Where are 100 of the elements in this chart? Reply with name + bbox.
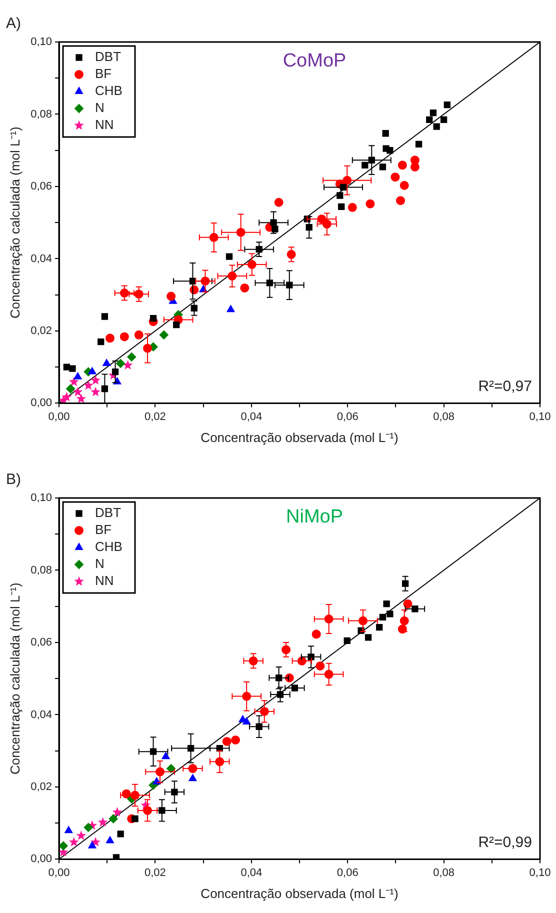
point: [312, 630, 321, 639]
x-tick-label: 0,08: [433, 410, 455, 423]
point: [102, 358, 111, 366]
point: [166, 292, 176, 301]
point: [383, 600, 390, 608]
text: A): [6, 15, 22, 32]
point: [101, 313, 108, 320]
legend-label: CHB: [95, 539, 122, 554]
point: [390, 172, 400, 182]
point: [166, 764, 176, 774]
point: [364, 634, 372, 641]
point: [98, 338, 104, 346]
point: [336, 192, 344, 199]
point: [222, 736, 232, 746]
point: [76, 830, 86, 840]
point: [415, 140, 422, 148]
legend-label: N: [95, 556, 104, 572]
point: [90, 386, 101, 396]
point: [83, 380, 94, 390]
point: [403, 599, 412, 608]
point: [59, 841, 68, 850]
point: [376, 624, 383, 631]
y-tick-label: 0,02: [30, 324, 52, 337]
point: [400, 180, 409, 190]
point: [72, 386, 83, 396]
point: [386, 147, 394, 154]
point: [433, 123, 440, 130]
point: [226, 305, 235, 312]
point: [440, 116, 448, 123]
y-tick-label: 0,10: [30, 36, 52, 48]
y-axis-title: Concentração calculada (mol L⁻¹): [7, 582, 22, 775]
point: [366, 199, 375, 208]
point: [66, 384, 76, 394]
legend-label: DBT: [95, 49, 122, 64]
point: [379, 164, 386, 170]
point: [173, 321, 180, 328]
x-tick-label: 0,10: [529, 410, 551, 423]
x-tick-label: 0,04: [240, 866, 262, 879]
point: [68, 376, 79, 386]
legend-label: NN: [95, 573, 114, 588]
point: [90, 375, 101, 385]
x-axis-title: Concentração observada (mol L⁻¹): [200, 886, 398, 901]
point: [344, 637, 350, 644]
point: [226, 253, 233, 260]
point: [84, 822, 93, 832]
point: [127, 352, 136, 362]
x-tick-label: 0,06: [336, 410, 358, 423]
y-tick-label: 0,00: [30, 397, 52, 410]
y-tick-label: 0,04: [30, 708, 52, 721]
y-tick-label: 0,08: [30, 108, 52, 120]
point: [68, 837, 79, 846]
point: [106, 836, 114, 844]
annotation: R²=0,99: [478, 834, 532, 852]
point: [88, 367, 96, 374]
point: [98, 817, 108, 827]
point: [120, 332, 129, 342]
point: [112, 807, 122, 816]
text: B): [6, 471, 22, 488]
point: [362, 162, 368, 168]
point: [338, 203, 345, 210]
point: [291, 684, 298, 692]
point: [122, 360, 133, 370]
x-axis-title: Concentração observada (mol L⁻¹): [200, 430, 398, 445]
point: [117, 830, 124, 838]
point: [105, 334, 114, 343]
point: [382, 130, 389, 137]
point: [116, 358, 126, 368]
annotation: R²=0,97: [478, 378, 532, 396]
point: [76, 394, 86, 404]
point: [162, 752, 170, 760]
point: [64, 826, 73, 834]
y-tick-label: 0,08: [30, 564, 52, 576]
y-tick-label: 0,02: [30, 780, 52, 793]
point: [74, 372, 82, 380]
x-tick-label: 0,02: [144, 866, 166, 879]
y-tick-label: 0,06: [30, 180, 52, 193]
x-tick-label: 0,06: [336, 866, 358, 879]
x-tick-label: 0,02: [144, 410, 166, 423]
point: [240, 283, 250, 292]
point: [188, 774, 197, 782]
point: [69, 365, 76, 372]
legend-label: CHB: [95, 83, 122, 98]
legend-label: BF: [95, 66, 112, 82]
point: [396, 196, 406, 206]
point: [348, 202, 357, 212]
x-tick-label: 0,00: [48, 866, 70, 879]
point: [132, 815, 138, 822]
point: [150, 314, 157, 322]
point: [316, 661, 325, 670]
legend-label: BF: [95, 522, 112, 538]
x-tick-label: 0,08: [433, 866, 455, 879]
point: [426, 116, 433, 123]
point: [159, 330, 168, 340]
x-tick-label: 0,00: [48, 410, 70, 423]
y-tick-label: 0,04: [30, 252, 52, 265]
x-tick-label: 0,10: [529, 866, 551, 879]
legend-label: NN: [95, 117, 114, 132]
point: [134, 330, 144, 340]
y-axis-title: Concentração calculada (mol L⁻¹): [7, 126, 22, 319]
point: [379, 614, 386, 621]
